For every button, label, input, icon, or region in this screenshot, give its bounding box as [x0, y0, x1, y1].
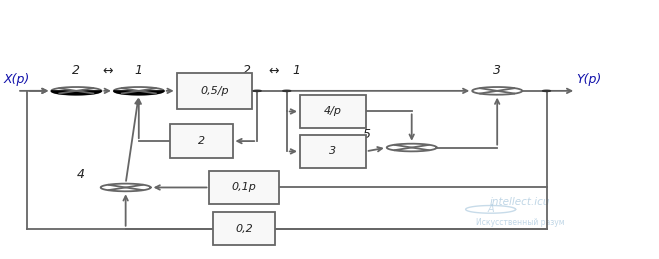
Text: 3: 3: [330, 146, 336, 156]
Text: Y(p): Y(p): [576, 73, 602, 86]
Text: intellect.icu: intellect.icu: [490, 197, 550, 207]
Text: 2: 2: [243, 64, 251, 77]
FancyBboxPatch shape: [300, 95, 366, 128]
Text: 4/p: 4/p: [324, 106, 342, 117]
Polygon shape: [253, 90, 261, 91]
Text: Искусственный разум: Искусственный разум: [476, 218, 565, 227]
Text: 5: 5: [363, 128, 371, 141]
FancyBboxPatch shape: [177, 73, 252, 109]
Polygon shape: [283, 90, 291, 91]
Polygon shape: [542, 90, 550, 91]
Text: A: A: [487, 204, 494, 214]
Text: $\leftrightarrow$: $\leftrightarrow$: [100, 64, 115, 77]
Text: 2: 2: [198, 136, 205, 146]
Text: 1: 1: [135, 64, 143, 77]
Text: X(p): X(p): [4, 73, 30, 86]
FancyBboxPatch shape: [170, 124, 233, 158]
Text: 4: 4: [77, 168, 85, 181]
Text: 1: 1: [293, 64, 301, 77]
FancyBboxPatch shape: [300, 135, 366, 168]
Text: 2: 2: [72, 64, 80, 77]
FancyBboxPatch shape: [210, 171, 279, 204]
Text: $\leftrightarrow$: $\leftrightarrow$: [266, 64, 281, 77]
Polygon shape: [51, 91, 101, 95]
Polygon shape: [114, 91, 164, 95]
FancyBboxPatch shape: [213, 212, 275, 246]
Text: 0,1p: 0,1p: [231, 182, 256, 192]
Text: 0,2: 0,2: [235, 224, 253, 234]
Text: 3: 3: [493, 64, 501, 77]
Text: 0,5/p: 0,5/p: [200, 86, 229, 96]
